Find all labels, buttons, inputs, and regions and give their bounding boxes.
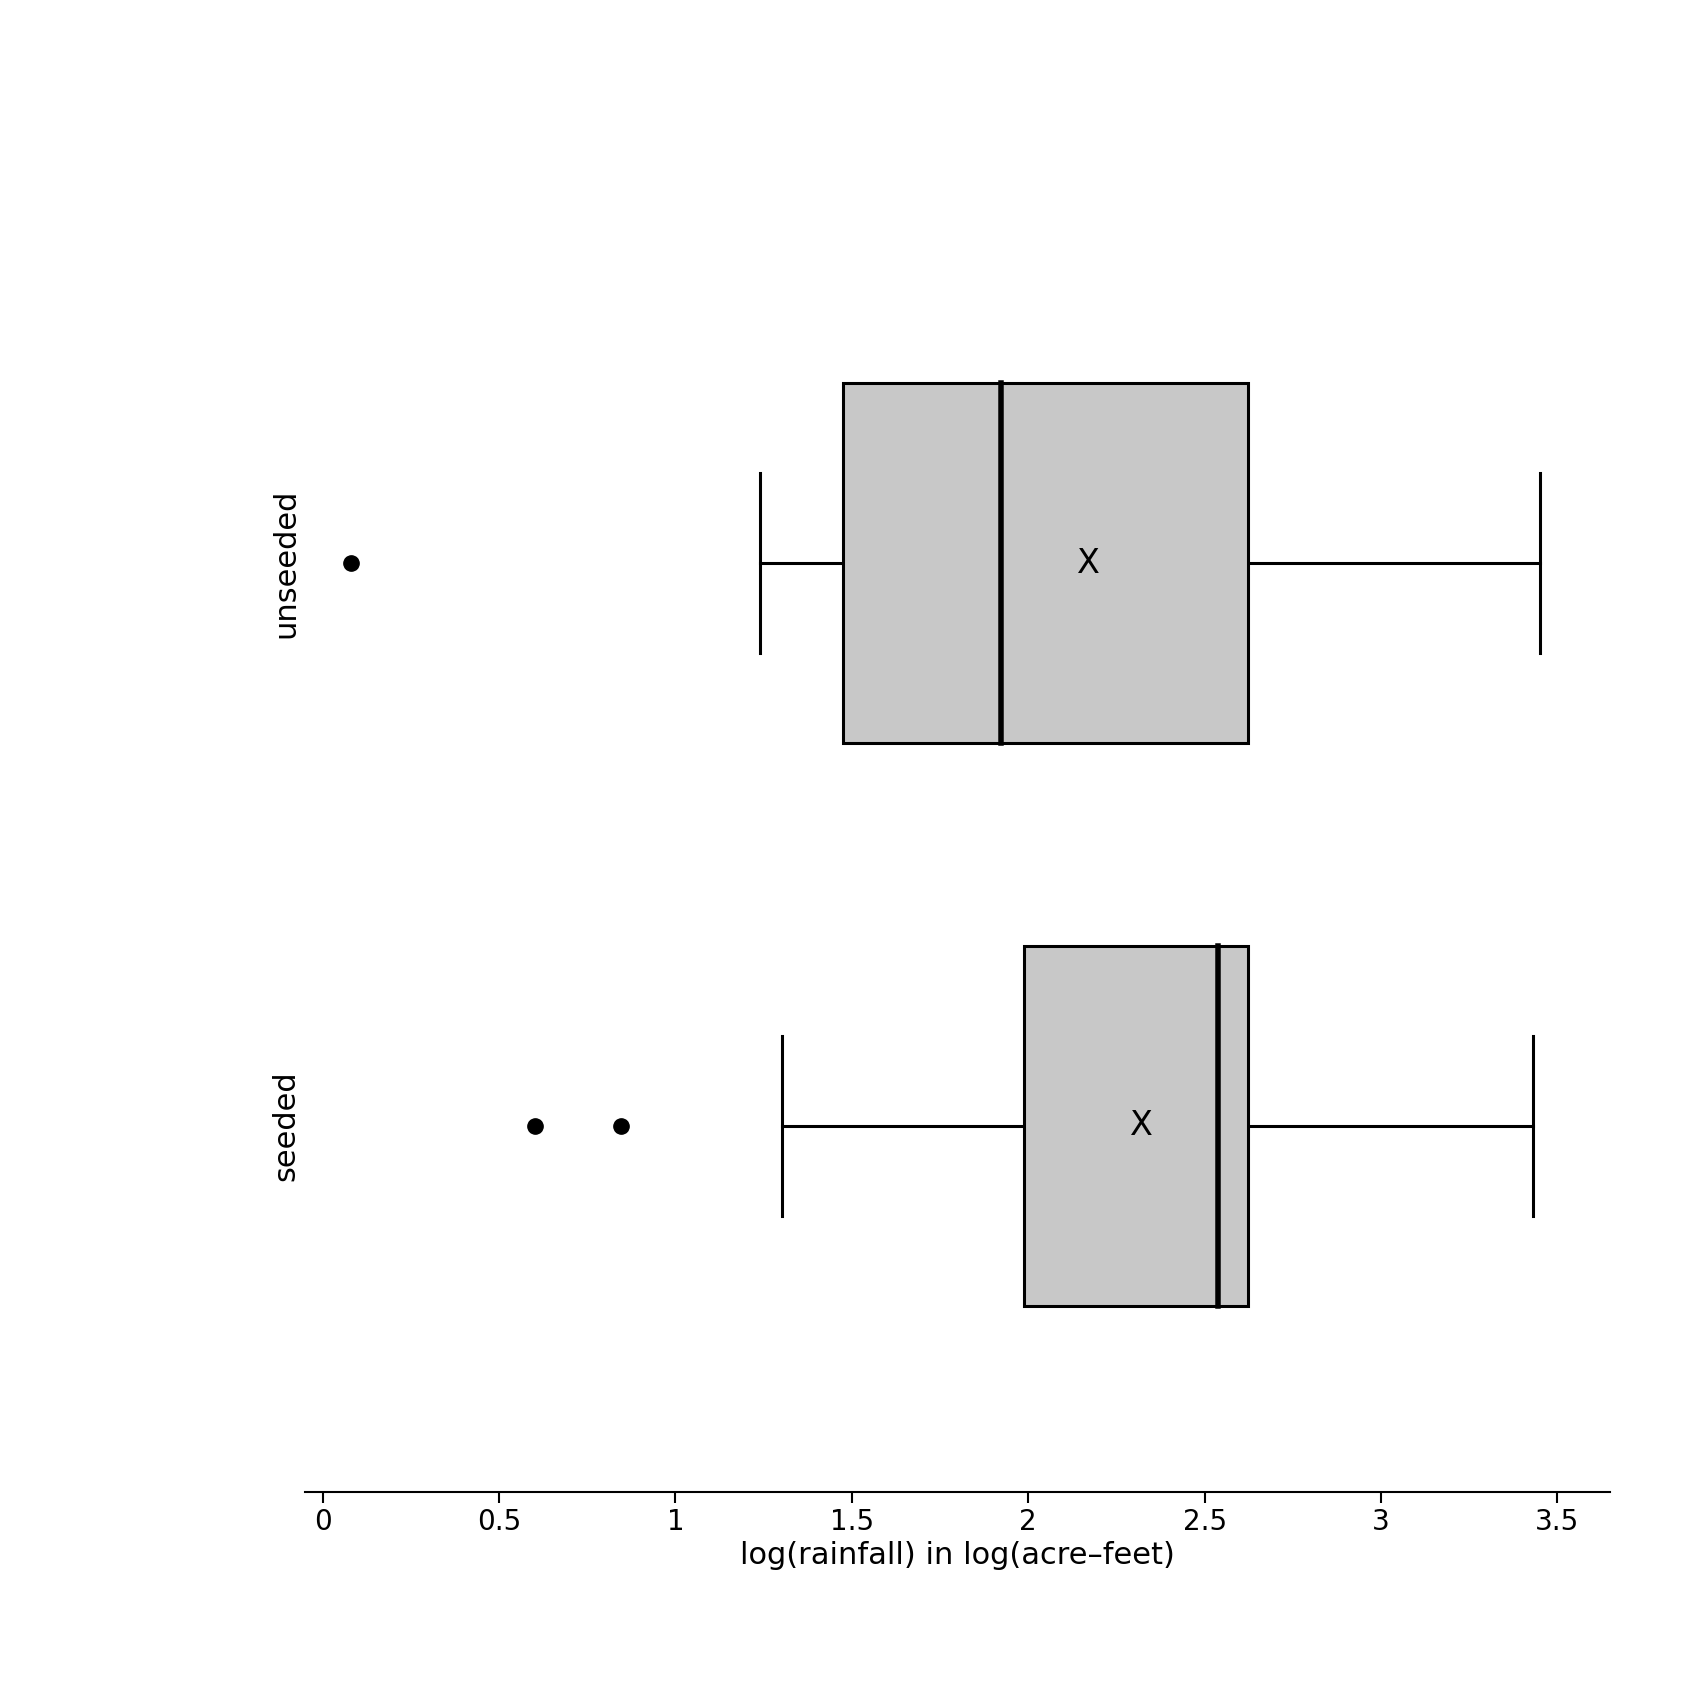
- X-axis label: log(rainfall) in log(acre–feet): log(rainfall) in log(acre–feet): [741, 1541, 1175, 1570]
- Bar: [1024, 946, 1248, 1305]
- Bar: [844, 383, 1248, 742]
- Text: X: X: [1129, 1109, 1153, 1142]
- Text: X: X: [1076, 546, 1100, 580]
